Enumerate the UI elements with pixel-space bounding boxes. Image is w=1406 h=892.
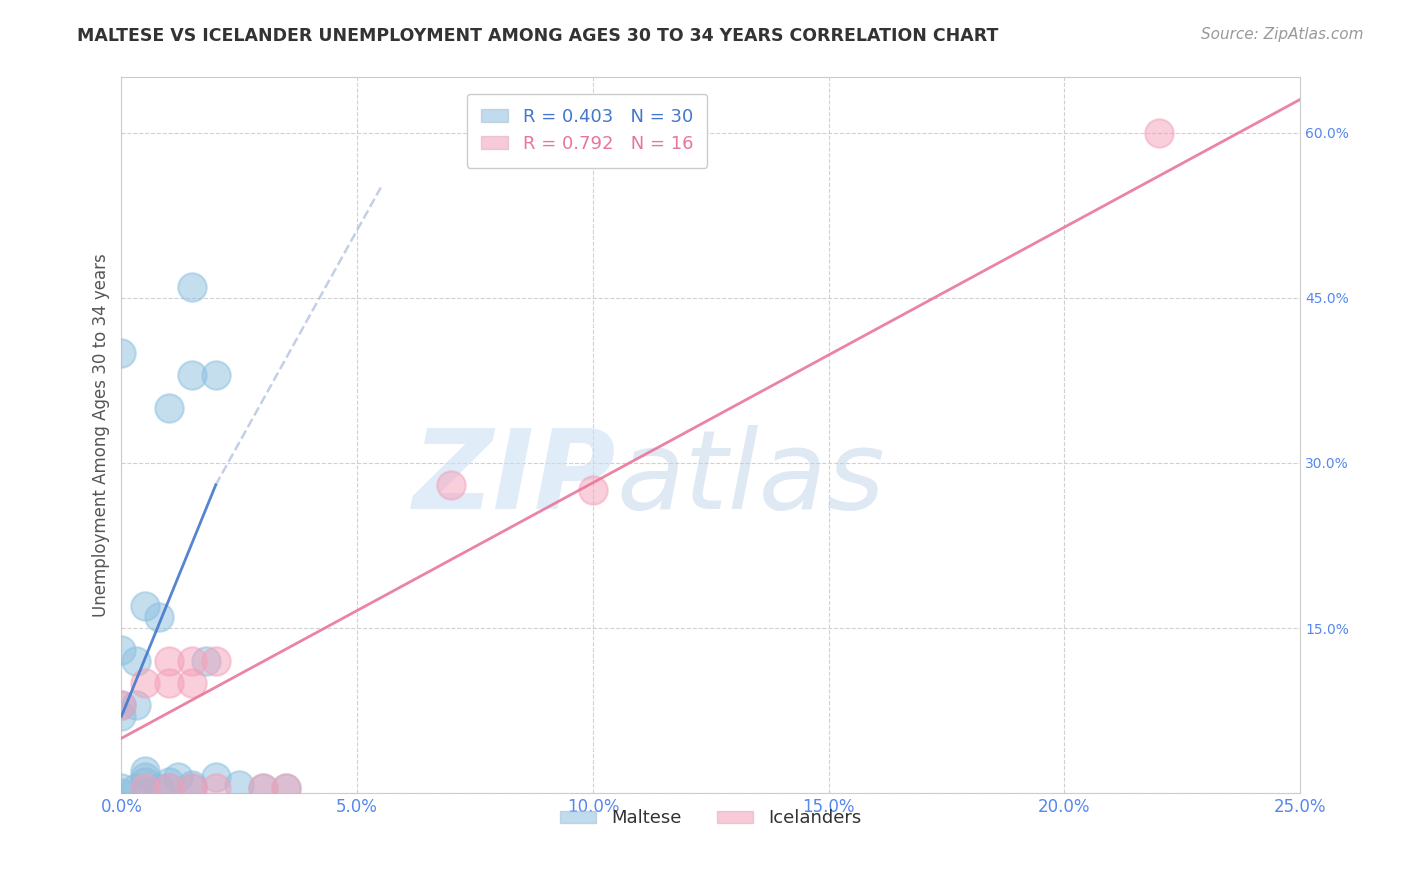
- Point: [167, 770, 190, 784]
- Point: [204, 654, 226, 668]
- Point: [157, 654, 180, 668]
- Y-axis label: Unemployment Among Ages 30 to 34 years: Unemployment Among Ages 30 to 34 years: [93, 253, 110, 617]
- Point: [134, 764, 156, 779]
- Point: [157, 780, 180, 795]
- Point: [276, 780, 298, 795]
- Point: [110, 709, 132, 723]
- Point: [181, 654, 204, 668]
- Point: [157, 401, 180, 415]
- Point: [157, 676, 180, 690]
- Point: [134, 599, 156, 613]
- Point: [110, 698, 132, 713]
- Point: [134, 676, 156, 690]
- Point: [204, 770, 226, 784]
- Point: [181, 780, 204, 795]
- Point: [124, 654, 146, 668]
- Point: [134, 780, 156, 795]
- Point: [110, 780, 132, 795]
- Point: [582, 483, 605, 498]
- Point: [148, 610, 170, 624]
- Point: [181, 279, 204, 293]
- Point: [228, 778, 250, 792]
- Point: [134, 770, 156, 784]
- Point: [124, 698, 146, 713]
- Point: [1147, 126, 1170, 140]
- Point: [181, 676, 204, 690]
- Point: [110, 786, 132, 800]
- Point: [204, 780, 226, 795]
- Point: [440, 478, 463, 492]
- Point: [181, 368, 204, 382]
- Text: atlas: atlas: [616, 425, 886, 532]
- Point: [157, 780, 180, 795]
- Point: [181, 780, 204, 795]
- Point: [195, 654, 218, 668]
- Point: [148, 780, 170, 795]
- Point: [157, 775, 180, 789]
- Text: Source: ZipAtlas.com: Source: ZipAtlas.com: [1201, 27, 1364, 42]
- Point: [110, 346, 132, 360]
- Point: [204, 368, 226, 382]
- Point: [276, 780, 298, 795]
- Point: [252, 780, 274, 795]
- Text: ZIP: ZIP: [413, 425, 616, 532]
- Point: [252, 780, 274, 795]
- Point: [134, 775, 156, 789]
- Point: [134, 786, 156, 800]
- Point: [110, 698, 132, 713]
- Point: [110, 643, 132, 657]
- Point: [124, 780, 146, 795]
- Legend: Maltese, Icelanders: Maltese, Icelanders: [553, 802, 869, 834]
- Text: MALTESE VS ICELANDER UNEMPLOYMENT AMONG AGES 30 TO 34 YEARS CORRELATION CHART: MALTESE VS ICELANDER UNEMPLOYMENT AMONG …: [77, 27, 998, 45]
- Point: [181, 778, 204, 792]
